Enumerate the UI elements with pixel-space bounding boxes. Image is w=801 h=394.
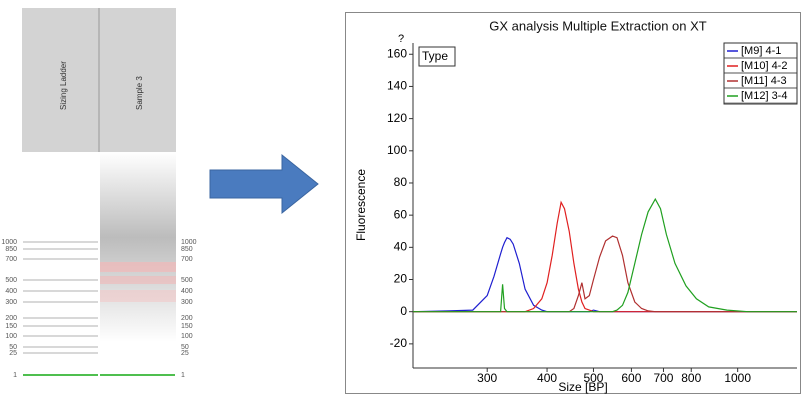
x-tick-label: 800 xyxy=(681,371,701,385)
legend-label: [M9] 4-1 xyxy=(741,45,781,57)
ladder-size-label: 1000 xyxy=(1,239,17,246)
ladder-size-label: 300 xyxy=(181,299,193,306)
y-axis-label: Fluorescence xyxy=(354,169,368,241)
y-tick-label: 40 xyxy=(394,240,408,254)
ladder-size-label: 100 xyxy=(181,333,193,340)
ladder-size-label: 200 xyxy=(181,315,193,322)
y-tick-label: 60 xyxy=(394,207,408,221)
y-tick-label: 0 xyxy=(400,304,407,318)
annotation: Type xyxy=(422,49,448,63)
ladder-size-label: 850 xyxy=(5,246,17,253)
ladder-size-label: 500 xyxy=(181,277,193,284)
y-tick-label: 140 xyxy=(387,79,407,93)
x-tick-label: 1000 xyxy=(724,371,751,385)
ladder-size-label: 700 xyxy=(5,256,17,263)
y-tick-label: 100 xyxy=(387,143,407,157)
ladder-size-label: 400 xyxy=(5,288,17,295)
lane-label: Sample 3 xyxy=(135,76,144,110)
sample-smear xyxy=(100,152,176,342)
sample-band xyxy=(100,276,176,284)
ladder-size-label: 300 xyxy=(5,299,17,306)
ladder-size-label: 200 xyxy=(5,315,17,322)
sample-band xyxy=(100,290,176,302)
y-tick-label: 120 xyxy=(387,111,407,125)
x-tick-label: 500 xyxy=(583,371,603,385)
lane-label: Sizing Ladder xyxy=(59,61,68,110)
chart-title: GX analysis Multiple Extraction on XT xyxy=(489,18,707,33)
annotation: ? xyxy=(398,33,404,45)
ladder-size-label: 150 xyxy=(5,323,17,330)
y-tick-label: 20 xyxy=(394,272,408,286)
legend-label: [M11] 4-3 xyxy=(741,75,787,87)
legend-label: [M12] 3-4 xyxy=(741,90,787,102)
x-tick-label: 400 xyxy=(537,371,557,385)
ladder-size-label: 400 xyxy=(181,288,193,295)
y-tick-label: 160 xyxy=(387,46,407,60)
ladder-size-label: 700 xyxy=(181,256,193,263)
ladder-size-label: 500 xyxy=(5,277,17,284)
legend-label: [M10] 4-2 xyxy=(741,60,787,72)
page: {"gel": {"lanes": ["Sizing Ladder", "Sam… xyxy=(0,0,801,394)
x-tick-label: 300 xyxy=(477,371,497,385)
arrow xyxy=(210,155,318,213)
ladder-size-label: 150 xyxy=(181,323,193,330)
x-tick-label: 700 xyxy=(653,371,673,385)
ladder-size-label: 1000 xyxy=(181,239,197,246)
ladder-size-label: 850 xyxy=(181,246,193,253)
screenshot: Sizing Ladder Sample 3 10001000850850700… xyxy=(0,0,801,394)
sample-band xyxy=(100,262,176,272)
ladder-size-label: 1 xyxy=(13,372,17,379)
y-tick-label: 80 xyxy=(394,175,408,189)
ladder-size-label: 1 xyxy=(181,372,185,379)
ladder-size-label: 25 xyxy=(9,350,17,357)
y-tick-label: -20 xyxy=(390,336,408,350)
x-tick-label: 600 xyxy=(621,371,641,385)
ladder-size-label: 100 xyxy=(5,333,17,340)
ladder-size-label: 25 xyxy=(181,350,189,357)
